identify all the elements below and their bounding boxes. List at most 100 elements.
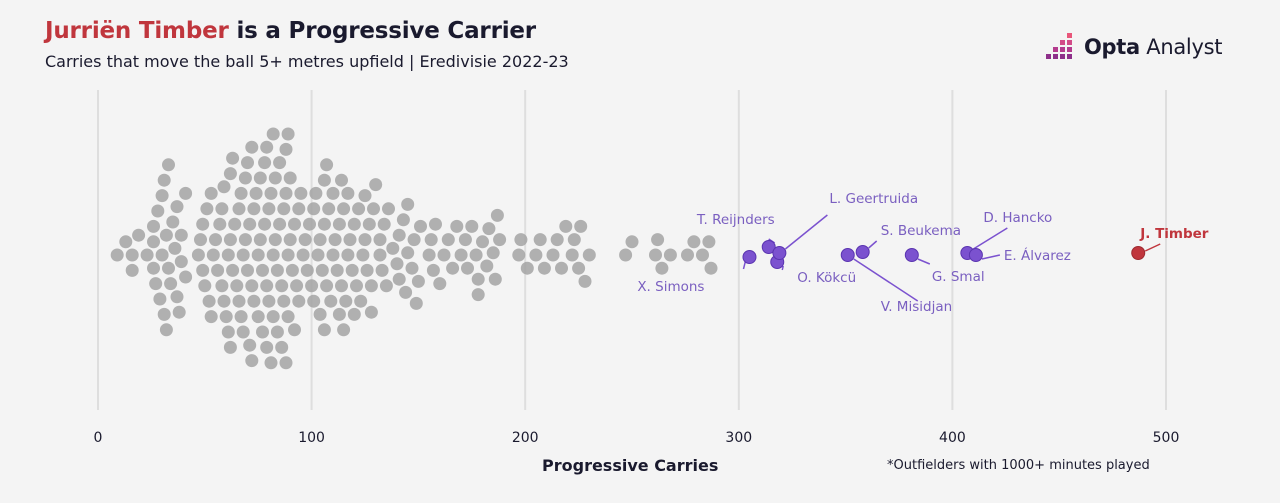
player-dot	[266, 310, 280, 324]
player-dot	[211, 263, 225, 277]
player-dot	[292, 202, 306, 216]
player-dot	[465, 219, 479, 233]
player-dot	[253, 171, 267, 185]
player-dot	[249, 186, 263, 200]
named-player-label: G. Smal	[932, 269, 985, 285]
player-dot	[288, 323, 301, 337]
player-dot	[687, 235, 701, 249]
player-dot	[546, 248, 560, 262]
named-player-dot	[855, 245, 870, 259]
player-dot	[317, 323, 331, 337]
player-dot	[328, 233, 342, 247]
player-dot	[655, 261, 669, 275]
player-dot	[386, 241, 400, 255]
player-dot	[155, 248, 169, 262]
brand-name-bold: Opta	[1084, 35, 1140, 59]
player-dot	[270, 263, 284, 277]
player-dot	[582, 248, 596, 262]
named-player-label: S. Beukema	[881, 223, 961, 239]
player-dot	[247, 294, 261, 308]
x-tick-label: 100	[298, 430, 325, 446]
player-dot	[243, 217, 257, 231]
player-dot	[335, 173, 348, 187]
player-dot	[305, 279, 319, 293]
player-dot	[191, 248, 205, 262]
player-dot	[347, 217, 361, 231]
player-dot	[307, 294, 321, 308]
player-dot	[151, 204, 165, 218]
player-dot	[490, 208, 504, 222]
player-dot	[307, 202, 321, 216]
named-player-dot	[742, 250, 757, 264]
player-dot	[437, 248, 451, 262]
player-dot	[696, 248, 709, 262]
player-dot	[512, 248, 526, 262]
player-dot	[232, 202, 246, 216]
player-dot	[476, 235, 489, 249]
player-dot	[326, 248, 340, 262]
player-dot	[223, 340, 237, 354]
x-tick-label: 0	[94, 430, 103, 446]
player-dot	[283, 171, 297, 185]
brand-name-rest: Analyst	[1139, 35, 1223, 59]
player-dot	[260, 140, 274, 154]
player-dot	[337, 202, 351, 216]
player-dot	[262, 294, 276, 308]
player-dot	[373, 248, 387, 262]
player-dot	[567, 233, 581, 247]
named-player-label: V. Misidjan	[881, 299, 952, 315]
player-dot	[168, 241, 182, 255]
player-dot	[392, 272, 406, 286]
player-dot	[390, 257, 404, 271]
player-dot	[209, 233, 222, 247]
player-dot	[337, 323, 351, 337]
player-dot	[119, 235, 133, 249]
player-dot	[335, 279, 348, 293]
player-dot	[157, 307, 171, 321]
player-dot	[424, 233, 438, 247]
player-dot	[162, 261, 175, 275]
player-dot	[110, 248, 124, 262]
opta-bar-logo-icon	[1046, 33, 1072, 59]
player-dot	[268, 171, 282, 185]
player-dot	[429, 217, 442, 231]
player-dot	[364, 305, 378, 319]
player-dot	[179, 186, 193, 200]
player-dot	[264, 186, 278, 200]
player-dot	[311, 248, 325, 262]
player-dot	[281, 248, 295, 262]
player-dot	[266, 248, 280, 262]
player-dot	[236, 325, 250, 339]
player-dot	[480, 259, 494, 273]
player-dot	[217, 294, 231, 308]
player-dot	[162, 158, 175, 172]
player-dot	[303, 217, 316, 231]
named-player-label: O. Kökcü	[797, 270, 856, 286]
player-dot	[223, 167, 237, 181]
player-dot	[223, 233, 237, 247]
player-dot	[352, 202, 366, 216]
player-dot	[369, 178, 383, 192]
player-dot	[364, 279, 378, 293]
player-dot	[243, 338, 257, 352]
player-dot	[461, 261, 474, 275]
player-dot	[277, 202, 291, 216]
player-dot	[313, 233, 327, 247]
player-dot	[125, 248, 139, 262]
named-player-dot	[968, 248, 983, 262]
player-dot	[219, 310, 233, 324]
player-dot	[407, 233, 421, 247]
player-dot	[373, 233, 387, 247]
title-rest: is a Progressive Carrier	[228, 18, 536, 44]
other-players-layer	[110, 127, 718, 370]
player-dot	[273, 217, 287, 231]
named-player-label: E. Álvarez	[1004, 247, 1071, 264]
player-dot	[147, 261, 160, 275]
player-dot	[226, 263, 240, 277]
player-dot	[273, 156, 287, 170]
player-dot	[649, 248, 662, 262]
player-dot	[529, 248, 543, 262]
x-tick-label: 500	[1153, 430, 1180, 446]
player-dot	[446, 261, 460, 275]
named-player-dot	[772, 246, 787, 260]
